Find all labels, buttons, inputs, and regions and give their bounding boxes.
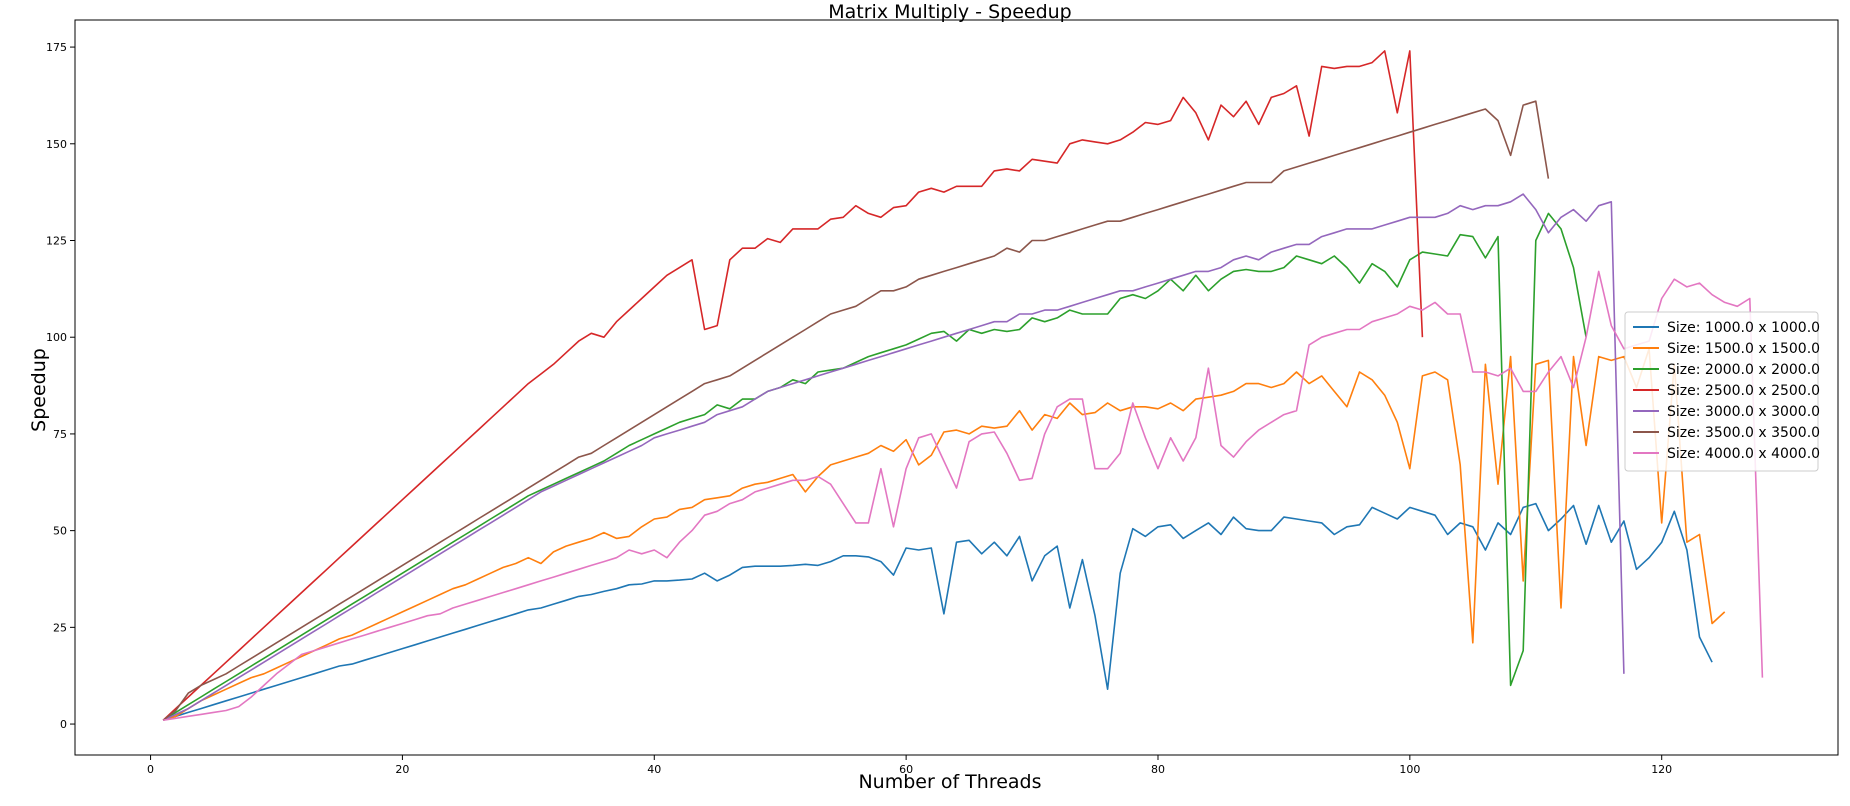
- chart-title: Matrix Multiply - Speedup: [828, 1, 1071, 23]
- x-tick-label: 0: [147, 763, 154, 776]
- plot-frame: [74, 19, 1839, 756]
- y-tick-label: 100: [46, 331, 67, 344]
- series-line-7: [163, 270, 1764, 721]
- x-axis-label: Number of Threads: [858, 771, 1041, 793]
- legend-label: Size: 1500.0 x 1500.0: [1667, 341, 1820, 357]
- series-line-1: [162, 502, 1713, 721]
- series-line-3: [162, 212, 1587, 721]
- x-tick-label: 60: [899, 763, 913, 776]
- x-tick-label: 100: [1399, 763, 1420, 776]
- y-tick-label: 75: [53, 428, 67, 441]
- y-tick-label: 150: [46, 138, 67, 151]
- plot-area: 0 20 40 60 80 100 120 0 25 50 75 100 125 150 175: [46, 19, 1839, 776]
- legend-box: [1624, 311, 1819, 472]
- legend-label: Size: 2000.0 x 2000.0: [1667, 362, 1820, 378]
- y-tick-label: 0: [60, 718, 67, 731]
- legend-label: Size: 4000.0 x 4000.0: [1667, 446, 1820, 462]
- y-tick-label: 125: [46, 235, 67, 248]
- x-tick-label: 40: [647, 763, 661, 776]
- legend: Size: 1000.0 x 1000.0 Size: 1500.0 x 1500…: [1624, 311, 1820, 472]
- y-tick-label: 175: [46, 41, 67, 54]
- x-tick-label: 120: [1651, 763, 1672, 776]
- series-line-5: [162, 193, 1625, 721]
- legend-label: Size: 1000.0 x 1000.0: [1667, 320, 1820, 336]
- legend-label: Size: 3000.0 x 3000.0: [1667, 404, 1820, 420]
- y-axis-label: Speedup: [28, 348, 50, 432]
- legend-label: Size: 2500.0 x 2500.0: [1667, 383, 1820, 399]
- series-line-2: [162, 347, 1726, 721]
- series-line-4: [162, 50, 1424, 721]
- legend-label: Size: 3500.0 x 3500.0: [1667, 425, 1820, 441]
- series-line-6: [162, 100, 1550, 721]
- x-tick-label: 20: [395, 763, 409, 776]
- y-tick-label: 50: [53, 525, 67, 538]
- x-tick-label: 80: [1151, 763, 1165, 776]
- y-tick-label: 25: [53, 621, 67, 634]
